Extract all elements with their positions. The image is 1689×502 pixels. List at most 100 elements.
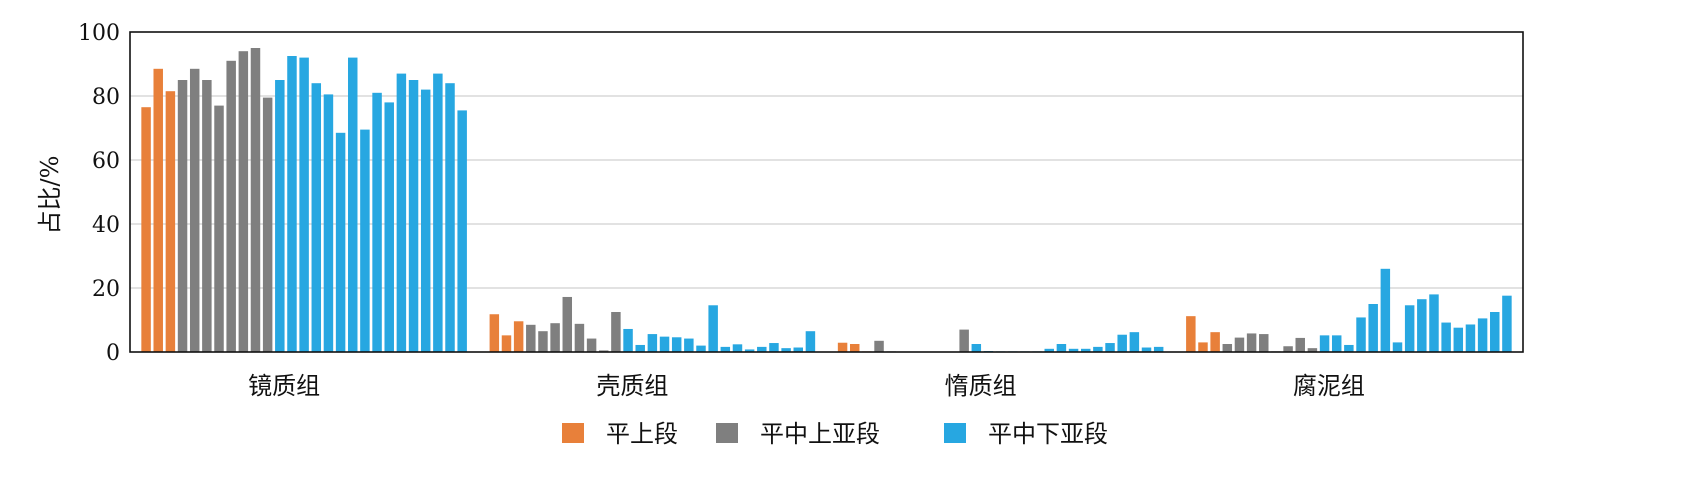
bar-平中下亚段-腐泥组 xyxy=(1441,322,1451,352)
bar-平中下亚段-镜质组 xyxy=(420,89,431,352)
bars xyxy=(141,48,1512,353)
y-tick-label: 100 xyxy=(78,21,120,46)
bar-平中上亚段-壳质组 xyxy=(562,296,573,352)
bar-平上段-惰质组 xyxy=(837,342,848,352)
bar-平中下亚段-镜质组 xyxy=(457,110,467,353)
bar-平中下亚段-镜质组 xyxy=(323,94,334,353)
bar-平中上亚段-腐泥组 xyxy=(1283,346,1293,352)
bar-平中下亚段-腐泥组 xyxy=(1429,294,1439,352)
bar-平中下亚段-惰质组 xyxy=(1153,346,1164,352)
bar-平中上亚段-腐泥组 xyxy=(1234,337,1245,352)
bar-平中上亚段-腐泥组 xyxy=(1246,333,1257,352)
bar-平上段-惰质组 xyxy=(849,344,860,352)
bar-平中下亚段-镜质组 xyxy=(311,83,322,352)
bar-平中下亚段-腐泥组 xyxy=(1344,344,1354,352)
bar-平中下亚段-惰质组 xyxy=(1056,344,1067,352)
bar-平中下亚段-壳质组 xyxy=(793,347,803,352)
bar-平中上亚段-镜质组 xyxy=(226,60,236,353)
legend-swatch xyxy=(716,423,738,443)
bar-平中上亚段-惰质组 xyxy=(874,340,884,352)
bar-平上段-壳质组 xyxy=(501,335,512,352)
y-tick-label: 20 xyxy=(92,277,120,302)
bar-平中上亚段-壳质组 xyxy=(526,324,536,352)
bar-平中下亚段-镜质组 xyxy=(287,56,297,352)
bar-平中下亚段-镜质组 xyxy=(299,57,309,352)
bar-平上段-腐泥组 xyxy=(1210,332,1220,352)
bar-平上段-腐泥组 xyxy=(1198,342,1208,352)
bar-平中下亚段-壳质组 xyxy=(732,344,743,352)
x-category-label: 惰质组 xyxy=(945,372,1017,400)
bar-平中上亚段-镜质组 xyxy=(262,97,273,352)
bar-平中下亚段-腐泥组 xyxy=(1404,305,1415,352)
bar-平中下亚段-腐泥组 xyxy=(1453,327,1464,352)
bar-平中下亚段-壳质组 xyxy=(757,346,767,352)
legend-label: 平中上亚段 xyxy=(760,420,880,448)
y-tick-label: 0 xyxy=(106,341,120,366)
bar-平中上亚段-壳质组 xyxy=(586,338,597,352)
bar-平中下亚段-腐泥组 xyxy=(1465,324,1476,352)
bar-平中下亚段-壳质组 xyxy=(647,334,658,352)
y-tick-label: 40 xyxy=(92,213,120,238)
bar-平中下亚段-壳质组 xyxy=(720,346,731,352)
bar-平中下亚段-惰质组 xyxy=(1129,332,1140,352)
bar-平中下亚段-惰质组 xyxy=(1093,346,1103,352)
bar-平中上亚段-镜质组 xyxy=(189,68,200,353)
bar-平中上亚段-腐泥组 xyxy=(1307,348,1318,352)
bar-平中下亚段-壳质组 xyxy=(708,305,718,352)
bar-平中上亚段-镜质组 xyxy=(250,48,261,352)
bar-平中下亚段-腐泥组 xyxy=(1392,342,1403,352)
bar-平中下亚段-壳质组 xyxy=(623,328,633,352)
y-tick-label: 60 xyxy=(92,149,120,174)
bar-平中下亚段-壳质组 xyxy=(744,349,755,352)
x-category-label: 腐泥组 xyxy=(1293,372,1365,400)
bar-平中上亚段-壳质组 xyxy=(611,312,621,352)
bar-平中上亚段-镜质组 xyxy=(202,80,212,352)
bar-平中下亚段-壳质组 xyxy=(635,344,645,352)
bar-平中下亚段-腐泥组 xyxy=(1477,318,1488,352)
bar-平中上亚段-腐泥组 xyxy=(1295,337,1305,352)
bar-平上段-壳质组 xyxy=(513,321,524,352)
bar-平中下亚段-镜质组 xyxy=(348,57,358,352)
bar-平中下亚段-惰质组 xyxy=(1105,343,1115,352)
bar-平中下亚段-壳质组 xyxy=(769,343,779,352)
bar-平中上亚段-腐泥组 xyxy=(1259,334,1269,352)
legend-swatch xyxy=(944,423,966,443)
bar-平中下亚段-镜质组 xyxy=(408,80,419,352)
x-category-label: 壳质组 xyxy=(596,372,668,400)
bar-平中下亚段-壳质组 xyxy=(659,336,670,352)
bar-平中下亚段-惰质组 xyxy=(971,344,982,352)
bar-平中上亚段-壳质组 xyxy=(550,323,560,352)
bar-平中下亚段-壳质组 xyxy=(805,331,816,352)
bar-平中下亚段-镜质组 xyxy=(384,102,394,353)
bar-平中下亚段-惰质组 xyxy=(1044,348,1054,352)
bar-平上段-镜质组 xyxy=(141,107,151,352)
bar-平中下亚段-腐泥组 xyxy=(1331,335,1342,352)
bar-平中下亚段-壳质组 xyxy=(671,337,682,352)
bar-平中下亚段-惰质组 xyxy=(1117,334,1127,352)
bar-平中下亚段-腐泥组 xyxy=(1356,317,1366,352)
y-tick-label: 80 xyxy=(92,85,120,110)
bar-平中上亚段-腐泥组 xyxy=(1222,344,1233,352)
bar-平中下亚段-镜质组 xyxy=(335,132,346,352)
y-axis-ticks: 0 20 40 60 80 100 xyxy=(78,21,120,366)
bar-平中下亚段-腐泥组 xyxy=(1368,304,1378,352)
plot-frame xyxy=(129,31,1524,353)
bar-平中下亚段-腐泥组 xyxy=(1380,268,1391,352)
bar-平中下亚段-惰质组 xyxy=(1080,348,1091,352)
bar-平中下亚段-腐泥组 xyxy=(1490,312,1500,352)
bar-平上段-镜质组 xyxy=(153,68,163,353)
x-axis-categories: 镜质组 壳质组 惰质组 腐泥组 xyxy=(248,372,1365,400)
bar-平中上亚段-壳质组 xyxy=(538,331,548,352)
bar-平上段-腐泥组 xyxy=(1186,316,1196,352)
legend-swatch xyxy=(562,423,584,443)
bar-平中下亚段-腐泥组 xyxy=(1417,299,1427,352)
bar-平中下亚段-镜质组 xyxy=(396,73,407,352)
y-axis-title: 占比/% xyxy=(36,156,64,235)
bar-平中下亚段-镜质组 xyxy=(360,129,370,352)
bar-平中下亚段-腐泥组 xyxy=(1319,335,1330,352)
bar-平中下亚段-壳质组 xyxy=(684,338,694,352)
bar-平中上亚段-镜质组 xyxy=(238,51,249,352)
bar-平中下亚段-壳质组 xyxy=(781,348,791,352)
bar-平中上亚段-镜质组 xyxy=(177,80,188,352)
bar-平中上亚段-惰质组 xyxy=(959,329,969,352)
